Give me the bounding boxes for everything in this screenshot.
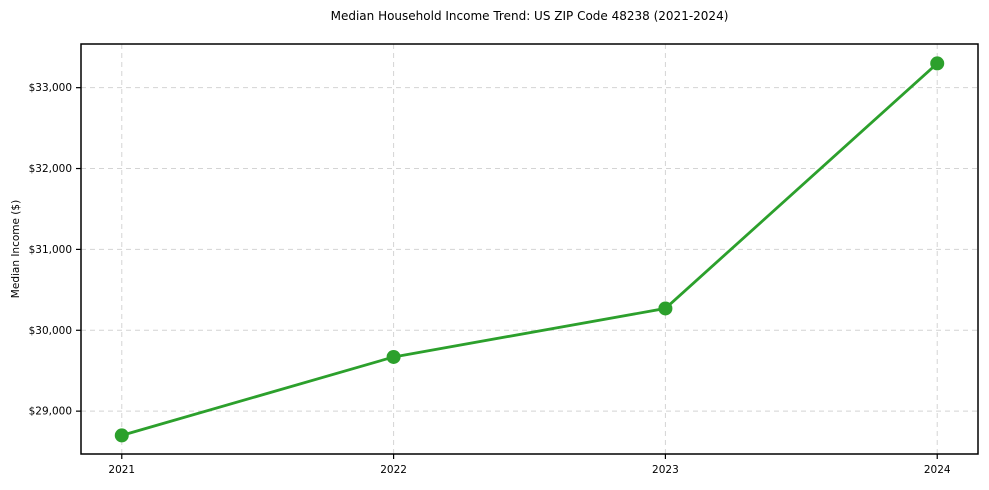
x-tick-label: 2024 bbox=[924, 464, 951, 476]
data-point bbox=[930, 56, 945, 71]
x-tick-label: 2023 bbox=[652, 464, 679, 476]
plot-border bbox=[80, 43, 979, 455]
data-point bbox=[114, 428, 129, 443]
trend-line bbox=[121, 62, 939, 437]
data-point bbox=[658, 301, 673, 316]
chart-title: Median Household Income Trend: US ZIP Co… bbox=[330, 9, 729, 23]
y-tick-label: $29,000 bbox=[29, 406, 72, 418]
y-tick-label: $33,000 bbox=[29, 82, 72, 94]
y-tick-label: $30,000 bbox=[29, 325, 72, 337]
data-point bbox=[386, 349, 401, 364]
y-tick-label: $31,000 bbox=[29, 244, 72, 256]
y-tick-label: $32,000 bbox=[29, 163, 72, 175]
x-tick-label: 2021 bbox=[108, 464, 135, 476]
x-tick-label: 2022 bbox=[380, 464, 407, 476]
